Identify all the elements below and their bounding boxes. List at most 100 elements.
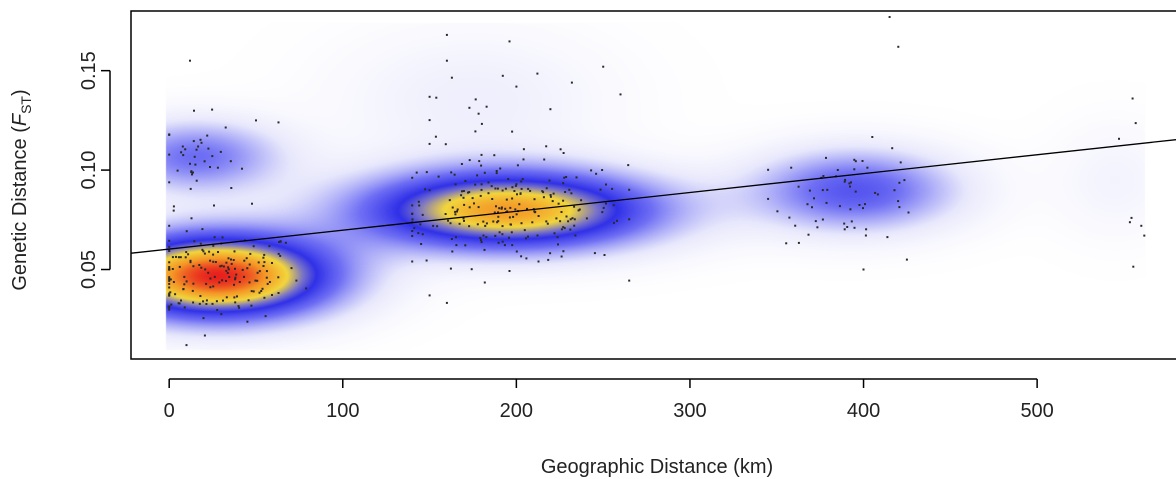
data-point [807, 233, 810, 236]
data-point [547, 258, 550, 261]
data-point [521, 178, 524, 180]
data-point [411, 230, 414, 232]
data-point [853, 226, 856, 229]
data-point [211, 302, 214, 305]
data-point [213, 236, 216, 239]
data-point [468, 191, 471, 194]
data-point [601, 211, 604, 214]
data-point [201, 248, 204, 251]
data-point [462, 217, 465, 220]
data-point [258, 270, 261, 273]
data-point [449, 267, 452, 270]
data-point [277, 252, 280, 255]
data-point [212, 244, 215, 247]
data-point [511, 130, 514, 133]
data-point [527, 187, 530, 190]
data-point [821, 189, 824, 192]
data-point [243, 259, 246, 262]
data-point [573, 218, 576, 221]
data-point [514, 208, 517, 211]
data-point [562, 250, 565, 253]
data-point [168, 181, 171, 184]
data-point [825, 201, 828, 204]
data-point [865, 228, 868, 231]
data-point [504, 187, 507, 190]
data-point [271, 262, 273, 264]
data-point [509, 206, 512, 209]
data-point [907, 211, 910, 214]
data-point [520, 222, 523, 225]
data-point [268, 281, 271, 283]
data-point [208, 250, 211, 253]
data-point [514, 184, 517, 187]
data-point [861, 160, 864, 162]
x-tick-label: 400 [847, 400, 880, 422]
data-point [251, 202, 253, 205]
data-point [168, 278, 171, 280]
data-point [601, 169, 604, 171]
data-point [497, 241, 500, 244]
data-point [185, 344, 188, 347]
data-point [184, 256, 187, 259]
data-point [168, 266, 171, 268]
data-point [850, 181, 852, 184]
data-point [418, 204, 421, 207]
data-point [788, 216, 791, 219]
data-point [479, 194, 482, 197]
data-point [603, 254, 606, 256]
data-point [168, 293, 171, 296]
data-point [563, 227, 566, 230]
data-point [480, 153, 483, 156]
data-point [515, 85, 518, 88]
data-point [172, 205, 175, 208]
data-point [258, 291, 261, 294]
data-point [518, 203, 521, 206]
data-point [171, 268, 174, 270]
data-point [172, 209, 175, 212]
data-point [168, 224, 171, 227]
data-point [233, 283, 235, 286]
data-point [205, 303, 208, 305]
data-point [256, 279, 259, 282]
data-point [593, 252, 596, 255]
data-point [569, 228, 572, 231]
data-point [866, 166, 869, 169]
data-point [843, 228, 846, 231]
data-point [891, 147, 894, 150]
data-point [168, 306, 171, 309]
data-point [227, 266, 230, 269]
data-point [854, 160, 857, 163]
data-point [168, 286, 171, 289]
data-point [411, 176, 414, 179]
data-point [549, 195, 552, 198]
data-point [456, 210, 458, 213]
data-point [226, 272, 229, 274]
data-point [206, 134, 209, 137]
data-point [473, 202, 475, 205]
data-point [899, 161, 902, 164]
data-point [428, 95, 431, 98]
data-point [246, 320, 249, 323]
data-point [434, 135, 437, 138]
data-point [265, 270, 268, 273]
data-point [182, 288, 185, 290]
data-point [428, 142, 431, 145]
data-point [169, 278, 172, 281]
data-point [212, 253, 215, 256]
data-point [201, 228, 204, 231]
y-tick-label: 0.05 [78, 250, 100, 289]
data-point [211, 155, 214, 158]
data-point [553, 232, 556, 235]
data-point [876, 193, 879, 196]
data-point [458, 222, 461, 225]
data-point [848, 182, 851, 185]
data-point [1140, 224, 1143, 227]
data-point [178, 302, 181, 305]
data-point [428, 294, 431, 297]
y-axis-label: Genetic Distance (FST) [9, 89, 34, 290]
data-point [501, 233, 504, 236]
data-point [447, 219, 449, 222]
density-heatmap [131, 11, 1176, 359]
data-point [463, 203, 466, 206]
data-point [224, 126, 227, 129]
